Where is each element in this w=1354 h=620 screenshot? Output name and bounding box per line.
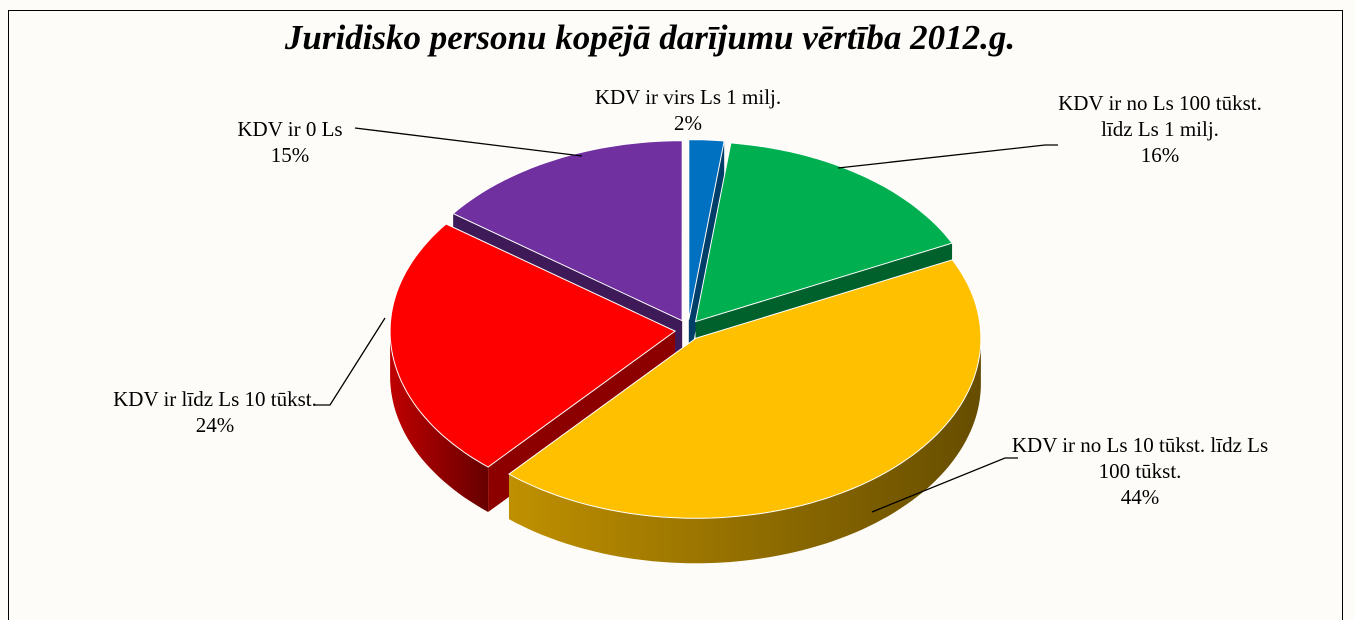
slice	[694, 142, 953, 323]
chart-title: Juridisko personu kopējā darījumu vērtīb…	[284, 18, 1016, 57]
category-label: KDV ir virs Ls 1 milj.	[594, 85, 782, 109]
category-label: KDV ir no Ls 10 tūkst. līdz Ls 100 tūkst…	[1011, 433, 1269, 483]
value-label: 2%	[674, 111, 702, 135]
leader-line	[837, 144, 1058, 169]
data-label: KDV ir līdz Ls 10 tūkst. 24%	[100, 386, 330, 438]
slice-wall	[509, 338, 981, 564]
data-label: KDV ir no Ls 100 tūkst. līdz Ls 1 milj. 1…	[1040, 90, 1280, 168]
leader-line	[315, 317, 386, 406]
slice-wall	[390, 331, 489, 512]
value-label: 44%	[1120, 485, 1160, 509]
leader-line	[871, 457, 1018, 513]
slice	[688, 139, 725, 320]
value-label: 16%	[1140, 143, 1180, 167]
slice	[389, 223, 677, 468]
category-label: KDV ir no Ls 100 tūkst. līdz Ls 1 milj.	[1058, 91, 1262, 141]
data-label: KDV ir virs Ls 1 milj. 2%	[538, 84, 838, 136]
leader-line	[354, 127, 583, 157]
slice	[452, 140, 683, 322]
slice	[508, 259, 982, 519]
data-label: KDV ir no Ls 10 tūkst. līdz Ls 100 tūkst…	[1005, 432, 1275, 510]
category-label: KDV ir 0 Ls	[237, 117, 343, 141]
data-label: KDV ir 0 Ls 15%	[200, 116, 380, 168]
chart-frame	[8, 10, 1343, 620]
category-label: KDV ir līdz Ls 10 tūkst.	[113, 387, 317, 411]
value-label: 24%	[195, 413, 235, 437]
value-label: 15%	[270, 143, 310, 167]
